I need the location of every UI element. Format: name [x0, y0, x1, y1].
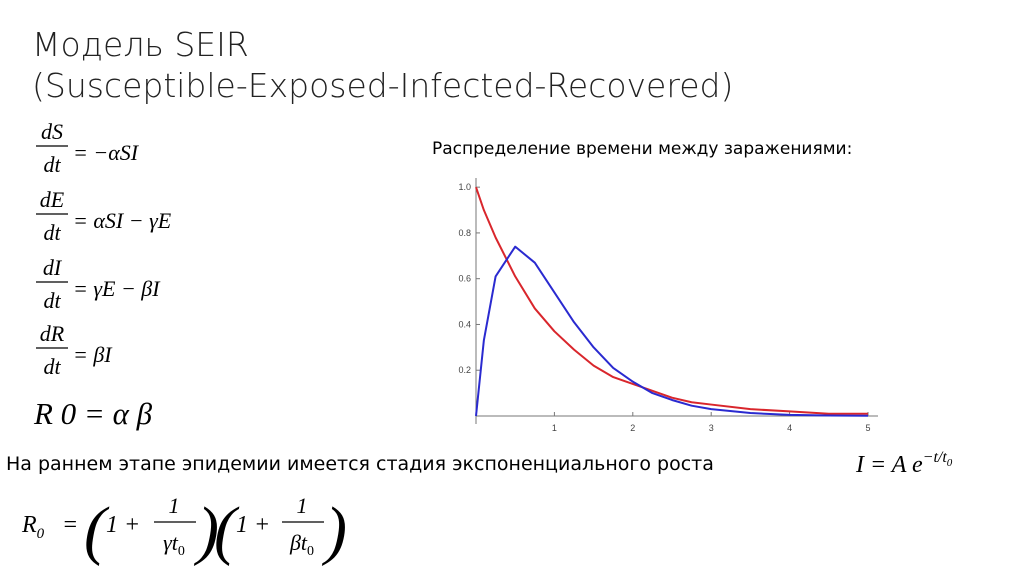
numerator: dE	[40, 187, 65, 212]
numerator: dS	[41, 119, 63, 144]
equation-rhs: = βI	[73, 342, 113, 367]
y-tick-label: 0.6	[458, 274, 471, 284]
curve	[475, 186, 868, 415]
denominator: dt	[43, 220, 61, 245]
denominator: dt	[43, 288, 61, 313]
equations: dS dt = −αSI dE dt = αSI − γE dI dt = γE…	[33, 119, 172, 431]
term: 1 +	[236, 512, 270, 538]
chart: 0.2 0.4 0.6 0.8 1.0 1 2 3 4 5	[458, 178, 878, 433]
subscript: 0	[307, 544, 314, 559]
growth-formula: I = A e−t/t0	[855, 449, 953, 478]
y-tick-label: 0.4	[458, 319, 471, 329]
symbol: R	[21, 512, 37, 538]
r0-lhs: R0	[21, 512, 45, 542]
x-tick-label: 4	[787, 423, 792, 433]
denominator: dt	[43, 152, 61, 177]
slide-title: Модель SEIR	[32, 25, 249, 64]
numerator: dI	[43, 255, 63, 280]
formula-subscript: 0	[947, 457, 953, 469]
paren: )	[321, 494, 347, 567]
equals: =	[62, 512, 78, 538]
x-tick-label: 5	[865, 423, 870, 433]
x-tick-label: 2	[630, 423, 635, 433]
y-tick-label: 0.8	[458, 228, 471, 238]
x-tick-label: 1	[552, 423, 557, 433]
subscript: 0	[178, 544, 185, 559]
denominator: dt	[43, 354, 61, 379]
numerator: dR	[40, 321, 65, 346]
numerator: 1	[297, 493, 308, 518]
denominator: γt0	[163, 530, 185, 559]
equation-rhs: = γE − βI	[73, 276, 161, 301]
y-tick-label: 1.0	[458, 182, 471, 192]
denominator: βt0	[289, 530, 314, 559]
r0-formula: R0 = ( 1 + 1 γt0 ) ( 1 + 1 βt0 )	[21, 493, 347, 567]
note: На раннем этапе эпидемии имеется стадия …	[6, 453, 714, 475]
symbol: βt	[289, 530, 308, 555]
y-tick-label: 0.2	[458, 365, 471, 375]
formula-base: I = A e	[855, 452, 923, 478]
equation-rhs: = αSI − γE	[73, 208, 172, 233]
chart-title: Распределение времени между заражениями:	[432, 139, 852, 159]
paren: (	[214, 494, 240, 567]
equation-rhs: = −αSI	[73, 140, 140, 165]
curve	[475, 245, 869, 417]
symbol: γt	[163, 530, 179, 555]
term: 1 +	[106, 512, 140, 538]
subscript: 0	[37, 526, 45, 542]
x-tick-label: 3	[709, 423, 714, 433]
paren: )	[193, 494, 219, 567]
paren: (	[84, 494, 110, 567]
numerator: 1	[169, 493, 180, 518]
slide-title: (Susceptible-Exposed-Infected-Recovered)	[32, 66, 733, 105]
r0-definition: R 0 = α β	[33, 396, 153, 431]
formula-exponent: −t/t	[923, 449, 948, 466]
